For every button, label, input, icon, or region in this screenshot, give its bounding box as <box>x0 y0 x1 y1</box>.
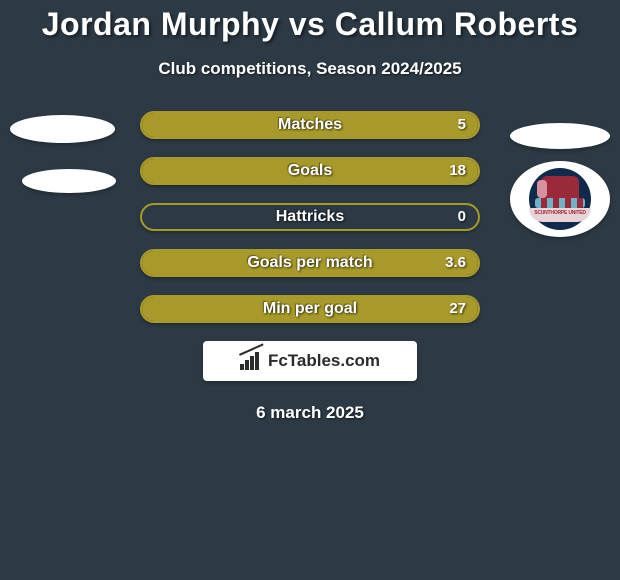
stat-bar-label: Goals per match <box>142 251 478 275</box>
date-label: 6 march 2025 <box>10 403 610 423</box>
stat-bars: Matches5 Goals18 Hattricks0 Goals per match… <box>140 111 480 323</box>
brand-chart-icon <box>240 352 262 370</box>
page: Jordan Murphy vs Callum Roberts Club com… <box>0 0 620 580</box>
stat-bar-label: Hattricks <box>142 205 478 229</box>
player-badge-right: SCUNTHORPE UNITED <box>510 161 610 237</box>
stat-bar-value: 5 <box>458 113 466 137</box>
stat-bar-value: 0 <box>458 205 466 229</box>
stat-bar: Min per goal27 <box>140 295 480 323</box>
player-badge-left-1 <box>10 115 115 143</box>
stat-bar: Matches5 <box>140 111 480 139</box>
stat-bar-value: 3.6 <box>445 251 466 275</box>
club-crest-text: SCUNTHORPE UNITED <box>529 208 591 222</box>
brand-text: FcTables.com <box>268 351 380 371</box>
stat-bar-value: 18 <box>449 159 466 183</box>
stat-bar: Goals per match3.6 <box>140 249 480 277</box>
stat-bar: Goals18 <box>140 157 480 185</box>
stat-bar-label: Goals <box>142 159 478 183</box>
stat-bar-label: Matches <box>142 113 478 137</box>
brand-box[interactable]: FcTables.com <box>203 341 417 381</box>
club-crest-container: SCUNTHORPE UNITED <box>510 161 610 237</box>
stat-bar-label: Min per goal <box>142 297 478 321</box>
subtitle: Club competitions, Season 2024/2025 <box>0 59 620 79</box>
stat-bar: Hattricks0 <box>140 203 480 231</box>
comparison-area: SCUNTHORPE UNITED Matches5 Goals18 Hattric… <box>0 111 620 423</box>
stat-bar-value: 27 <box>449 297 466 321</box>
player-badge-left-2 <box>22 169 116 193</box>
player-badge-right-top <box>510 123 610 149</box>
club-crest-icon: SCUNTHORPE UNITED <box>529 168 591 230</box>
page-title: Jordan Murphy vs Callum Roberts <box>0 6 620 43</box>
